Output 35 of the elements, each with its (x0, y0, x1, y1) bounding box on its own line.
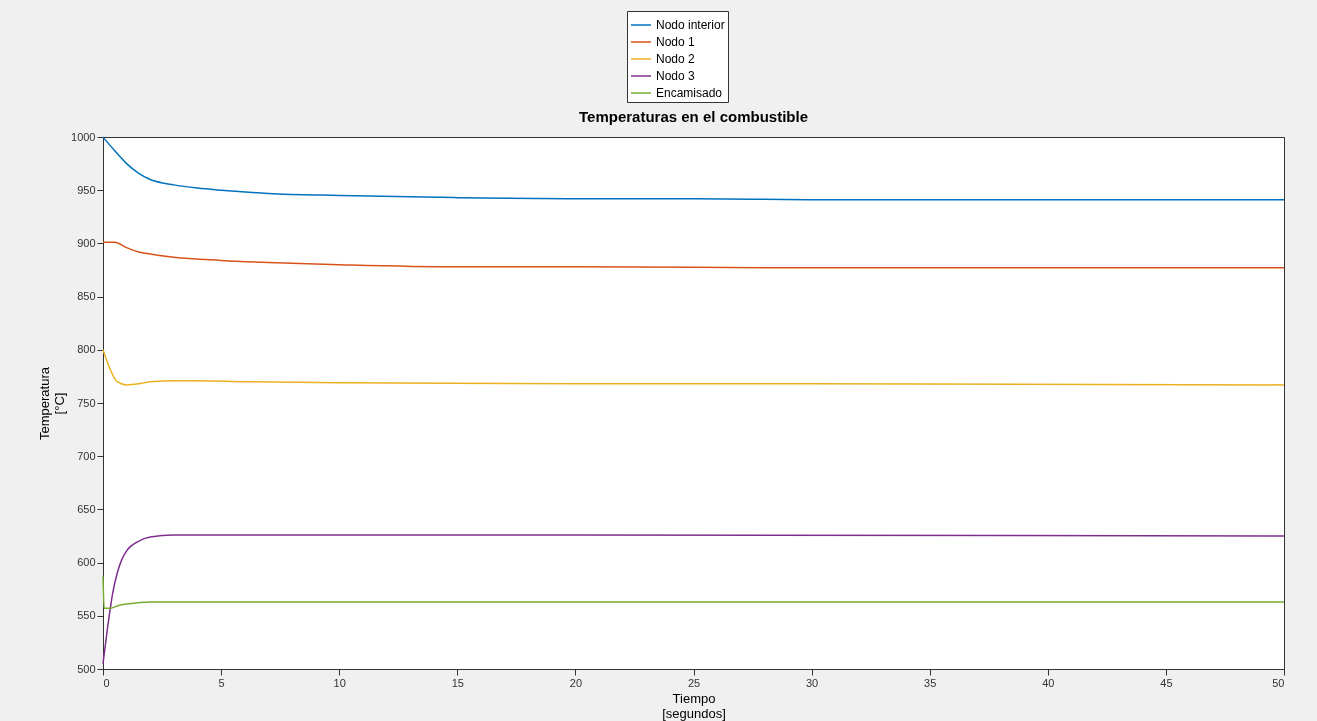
legend-label: Encamisado (656, 86, 723, 100)
x-tick-label: 25 (687, 676, 701, 689)
line-series (102, 575, 1285, 610)
legend-label: Nodo interior (656, 18, 725, 32)
y-tick-label: 550 (77, 609, 96, 622)
x-tick-label: 40 (1042, 676, 1055, 689)
x-tick-label: 15 (451, 676, 464, 689)
x-tick-label: 5 (218, 676, 225, 689)
line-series (102, 241, 1285, 269)
x-tick-label: 35 (924, 676, 937, 689)
y-tick-label: 750 (77, 396, 96, 409)
x-tick-label: 10 (333, 676, 346, 689)
legend-label: Nodo 2 (656, 52, 696, 66)
y-tick-label: 850 (77, 290, 96, 303)
line-series (102, 349, 1285, 386)
x-tick-label: 50 (1272, 676, 1285, 689)
y-tick-label: 600 (77, 556, 96, 569)
line-series (102, 534, 1285, 665)
x-tick-label: 45 (1160, 676, 1173, 689)
x-tick-label: 0 (103, 676, 110, 689)
y-tick-label: 650 (77, 502, 96, 515)
y-tick-label: 1000 (71, 130, 96, 143)
y-tick-label: 950 (77, 183, 96, 196)
y-tick-label: 900 (77, 236, 96, 249)
x-tick-label: 20 (569, 676, 583, 689)
y-tick-label: 700 (77, 449, 96, 462)
legend-label: Nodo 3 (656, 69, 696, 83)
y-tick-label: 800 (77, 343, 96, 356)
y-tick-label: 500 (77, 662, 96, 675)
line-series (102, 136, 1285, 201)
x-axis-title: Tiempo [segundos] (662, 690, 726, 721)
x-tick-label: 30 (805, 676, 819, 689)
y-axis-title: Temperatura [°C] (37, 366, 68, 440)
legend-label: Nodo 1 (656, 35, 696, 49)
chart-title: Temperaturas en el combustible (579, 107, 808, 125)
